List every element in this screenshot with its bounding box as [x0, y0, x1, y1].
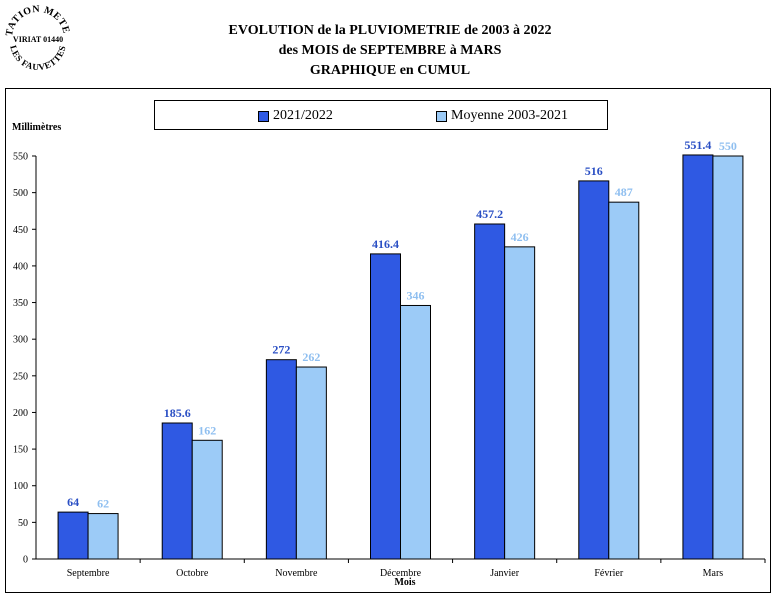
- bar-value-label: 457.2: [476, 207, 503, 221]
- legend-swatch-2021-2022: [258, 111, 269, 122]
- y-tick-label: 450: [13, 225, 28, 236]
- y-tick-label: 250: [13, 371, 28, 382]
- legend: 2021/2022 Moyenne 2003-2021: [154, 100, 608, 130]
- y-tick-label: 350: [13, 298, 28, 309]
- bar-value-label: 550: [719, 139, 737, 153]
- bar-value-label: 551.4: [684, 138, 711, 152]
- x-category-label: Octobre: [176, 568, 209, 579]
- bar-season-2021-2022-6: [682, 154, 714, 560]
- chart-title-line1: EVOLUTION de la PLUVIOMETRIE de 2003 à 2…: [228, 23, 552, 38]
- legend-label-2021-2022: 2021/2022: [273, 108, 333, 123]
- bar-value-label: 416.4: [372, 237, 399, 251]
- bar-season-2021-2022-1: [161, 422, 193, 560]
- x-category-label: Novembre: [275, 568, 318, 579]
- bar-value-label: 162: [198, 423, 216, 437]
- y-tick-label: 300: [13, 335, 28, 346]
- bar-value-label: 426: [511, 230, 529, 244]
- y-tick-label: 550: [13, 152, 28, 163]
- bar-moyenne-3: [400, 304, 431, 560]
- bar-season-2021-2022-2: [265, 359, 297, 560]
- x-axis-title: Mois: [394, 577, 416, 588]
- bar-value-label: 262: [302, 350, 320, 364]
- logo-line2: VIRIAT 01440: [13, 35, 63, 44]
- bar-value-label: 272: [272, 343, 290, 357]
- x-category-label: Décembre: [380, 568, 422, 579]
- bar-value-label: 62: [97, 497, 109, 511]
- chart-frame: [5, 88, 771, 593]
- bar-moyenne-6: [712, 155, 744, 560]
- y-axis-title: Millimètres: [12, 122, 62, 133]
- legend-swatch-moyenne: [436, 111, 447, 122]
- bar-value-label: 185.6: [164, 406, 191, 420]
- bar-value-label: 516: [585, 164, 603, 178]
- bar-moyenne-4: [504, 246, 536, 560]
- y-tick-label: 500: [13, 188, 28, 199]
- x-category-label: Février: [594, 568, 624, 579]
- y-tick-label: 50: [18, 518, 28, 529]
- bar-season-2021-2022-5: [578, 180, 610, 560]
- y-tick-label: 400: [13, 261, 28, 272]
- x-category-label: Janvier: [490, 568, 520, 579]
- bar-value-label: 346: [407, 288, 425, 302]
- chart-title-line3: GRAPHIQUE en CUMUL: [309, 63, 471, 78]
- bar-season-2021-2022-3: [370, 253, 401, 560]
- bar-season-2021-2022-0: [57, 511, 89, 560]
- y-tick-label: 100: [13, 481, 28, 492]
- y-tick-label: 150: [13, 445, 28, 456]
- legend-label-moyenne: Moyenne 2003-2021: [451, 108, 569, 123]
- y-tick-label: 0: [23, 555, 28, 566]
- y-tick-label: 200: [13, 408, 28, 419]
- bar-moyenne-1: [191, 439, 223, 560]
- bar-moyenne-5: [608, 201, 640, 560]
- x-category-label: Septembre: [67, 568, 110, 579]
- chart-title-line2: des MOIS de SEPTEMBRE à MARS: [278, 43, 502, 58]
- bar-value-label: 64: [67, 495, 79, 509]
- x-category-label: Mars: [703, 568, 724, 579]
- bar-moyenne-2: [295, 366, 327, 560]
- bar-value-label: 487: [615, 185, 633, 199]
- bar-moyenne-0: [87, 513, 119, 560]
- bar-season-2021-2022-4: [474, 223, 506, 560]
- station-logo: STATION METEO VIRIAT 01440 LES FAUVETTES: [2, 2, 71, 72]
